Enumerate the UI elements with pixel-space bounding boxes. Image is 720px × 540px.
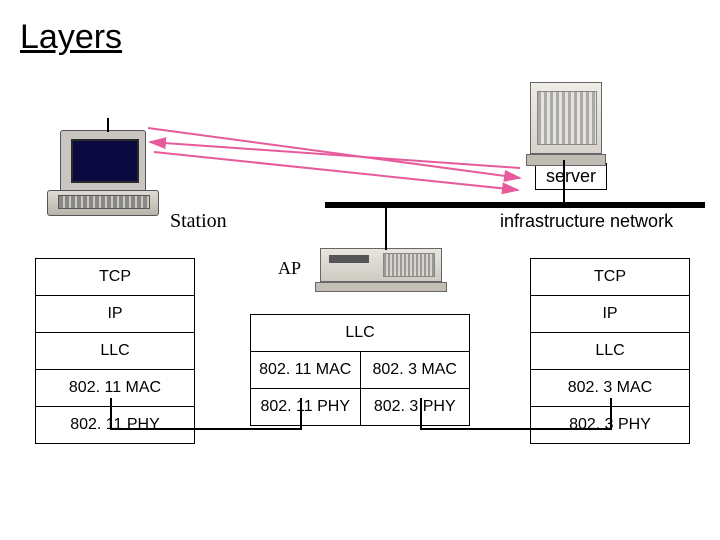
conn-station-ap: [110, 428, 302, 430]
laptop-icon: [60, 130, 159, 216]
server-tcp: TCP: [531, 259, 690, 296]
ap-device-icon: [320, 248, 447, 292]
ap-80211-mac: 802. 11 MAC: [251, 352, 361, 389]
station-ip: IP: [36, 296, 195, 333]
ap-8023-mac: 802. 3 MAC: [360, 352, 470, 389]
station-mac: 802. 11 MAC: [36, 370, 195, 407]
conn-srv-drop: [610, 398, 612, 428]
server-llc: LLC: [531, 333, 690, 370]
laptop-antenna-line: [107, 118, 109, 132]
infrastructure-line: [325, 202, 705, 208]
page-title: Layers: [20, 18, 122, 57]
station-tcp: TCP: [36, 259, 195, 296]
conn-ap-srv: [420, 428, 612, 430]
station-llc: LLC: [36, 333, 195, 370]
station-phy: 802. 11 PHY: [36, 407, 195, 444]
rack-down-line: [563, 160, 565, 202]
conn-apr-drop: [420, 398, 422, 428]
server-ip: IP: [531, 296, 690, 333]
ap-stack: LLC 802. 11 MAC 802. 3 MAC 802. 11 PHY 8…: [250, 314, 470, 426]
server-label: server: [535, 163, 607, 190]
ap-label: AP: [278, 258, 301, 279]
conn-station-drop: [110, 398, 112, 428]
ap-uplink-line: [385, 204, 387, 250]
station-label: Station: [170, 210, 227, 233]
ap-80211-phy: 802. 11 PHY: [251, 389, 361, 426]
infrastructure-label: infrastructure network: [500, 211, 673, 232]
server-rack-icon: [530, 82, 606, 166]
ap-llc: LLC: [251, 315, 470, 352]
station-stack: TCP IP LLC 802. 11 MAC 802. 11 PHY: [35, 258, 195, 444]
ap-8023-phy: 802. 3 PHY: [360, 389, 470, 426]
conn-apl-drop: [300, 398, 302, 428]
